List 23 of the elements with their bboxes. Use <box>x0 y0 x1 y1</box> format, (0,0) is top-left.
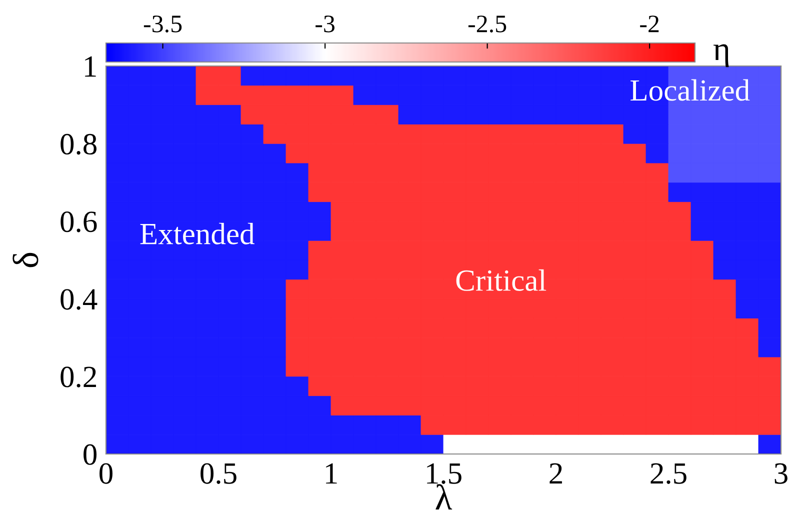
color-bar-label: -3.5 <box>144 16 182 32</box>
annotation: Critical <box>456 269 546 291</box>
color-bar-label: -2 <box>640 16 659 32</box>
y-tick-label: 1 <box>85 56 96 77</box>
x-tick-label: 2.5 <box>650 463 686 484</box>
annotation: Extended <box>140 222 254 244</box>
color-bar-label: -2.5 <box>468 16 506 32</box>
color-bar-label: -3 <box>316 16 334 32</box>
x-axis-title: λ <box>436 484 452 510</box>
x-tick-label: 2 <box>550 463 562 484</box>
x-tick-label: 0 <box>100 463 112 484</box>
y-tick-label: 0.6 <box>60 211 97 232</box>
y-tick-label: 0.4 <box>60 289 98 310</box>
annotation: Localized <box>630 79 750 101</box>
x-tick-label: 3 <box>774 463 788 484</box>
y-tick-label: 0.2 <box>60 366 96 388</box>
y-tick-label: 0 <box>84 444 96 465</box>
color-bar-title: η <box>714 44 729 68</box>
x-tick-label: 1.5 <box>427 463 462 484</box>
x-tick-label: 1 <box>326 463 337 484</box>
y-tick-label: 0.8 <box>60 134 96 155</box>
y-axis-title: δ <box>12 252 38 268</box>
x-tick-label: 0.5 <box>200 463 236 484</box>
